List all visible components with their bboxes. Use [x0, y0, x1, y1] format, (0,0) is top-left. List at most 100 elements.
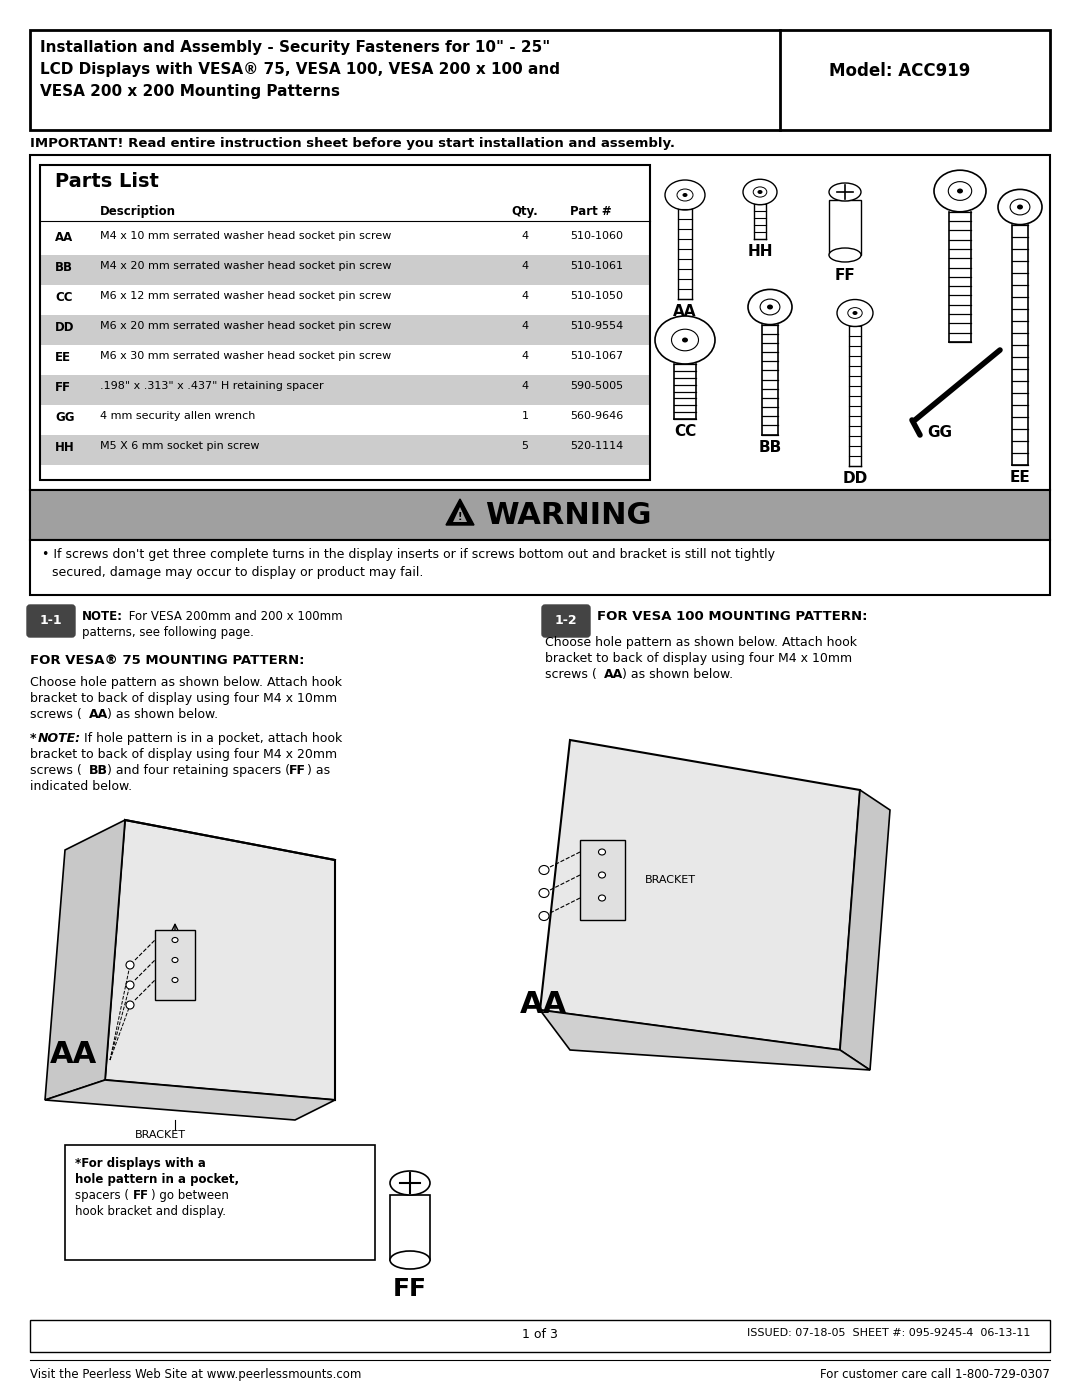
Text: GG: GG	[55, 411, 75, 425]
Text: FOR VESA® 75 MOUNTING PATTERN:: FOR VESA® 75 MOUNTING PATTERN:	[30, 654, 305, 666]
Text: bracket to back of display using four M4 x 10mm: bracket to back of display using four M4…	[545, 652, 852, 665]
Ellipse shape	[837, 299, 873, 327]
Text: M4 x 20 mm serrated washer head socket pin screw: M4 x 20 mm serrated washer head socket p…	[100, 261, 391, 271]
Text: GG: GG	[928, 425, 953, 440]
Text: M6 x 20 mm serrated washer head socket pin screw: M6 x 20 mm serrated washer head socket p…	[100, 321, 391, 331]
Ellipse shape	[829, 183, 861, 201]
Polygon shape	[45, 820, 125, 1099]
Ellipse shape	[665, 180, 705, 210]
Text: 4: 4	[522, 351, 528, 360]
Ellipse shape	[760, 299, 780, 314]
Ellipse shape	[957, 189, 963, 194]
Ellipse shape	[683, 193, 688, 197]
Text: spacers (: spacers (	[75, 1189, 129, 1201]
Text: ) as shown below.: ) as shown below.	[622, 668, 733, 680]
Text: patterns, see following page.: patterns, see following page.	[82, 626, 254, 638]
Text: 510-1050: 510-1050	[570, 291, 623, 300]
Text: M6 x 30 mm serrated washer head socket pin screw: M6 x 30 mm serrated washer head socket p…	[100, 351, 391, 360]
Ellipse shape	[1010, 200, 1030, 215]
Bar	[65, 1146, 375, 1260]
Ellipse shape	[998, 190, 1042, 225]
Text: Parts List: Parts List	[55, 172, 159, 191]
Text: FF: FF	[289, 764, 306, 777]
Text: IMPORTANT! Read entire instruction sheet before you start installation and assem: IMPORTANT! Read entire instruction sheet…	[30, 137, 675, 149]
Bar	[30, 1320, 1050, 1352]
Text: 4: 4	[522, 321, 528, 331]
Ellipse shape	[598, 872, 606, 877]
Text: secured, damage may occur to display or product may fail.: secured, damage may occur to display or …	[52, 566, 423, 578]
Text: 1: 1	[522, 411, 528, 420]
Ellipse shape	[539, 866, 549, 875]
Text: BRACKET: BRACKET	[135, 1130, 186, 1140]
Text: BB: BB	[89, 764, 108, 777]
Ellipse shape	[767, 305, 773, 310]
Text: AA: AA	[50, 1039, 97, 1069]
Ellipse shape	[753, 187, 767, 197]
Text: Choose hole pattern as shown below. Attach hook: Choose hole pattern as shown below. Atta…	[30, 676, 342, 689]
Polygon shape	[446, 499, 474, 525]
Text: 510-1067: 510-1067	[570, 351, 623, 360]
Text: HH: HH	[55, 441, 75, 454]
Text: CC: CC	[55, 291, 72, 305]
Ellipse shape	[748, 289, 792, 324]
Text: ISSUED: 07-18-05  SHEET #: 095-9245-4  06-13-11: ISSUED: 07-18-05 SHEET #: 095-9245-4 06-…	[746, 1329, 1030, 1338]
Text: 5: 5	[522, 441, 528, 451]
Text: Choose hole pattern as shown below. Attach hook: Choose hole pattern as shown below. Atta…	[545, 636, 858, 650]
FancyBboxPatch shape	[27, 605, 75, 637]
Text: 4: 4	[522, 291, 528, 300]
Ellipse shape	[948, 182, 972, 200]
Text: ) as shown below.: ) as shown below.	[107, 708, 218, 721]
Ellipse shape	[172, 957, 178, 963]
Text: 520-1114: 520-1114	[570, 441, 623, 451]
Text: 1-2: 1-2	[555, 615, 578, 627]
Text: For customer care call 1-800-729-0307: For customer care call 1-800-729-0307	[820, 1368, 1050, 1382]
Text: AA: AA	[519, 990, 567, 1018]
Polygon shape	[45, 1080, 335, 1120]
Text: screws (: screws (	[30, 708, 82, 721]
Text: 4: 4	[522, 381, 528, 391]
Ellipse shape	[598, 849, 606, 855]
Text: 4 mm security allen wrench: 4 mm security allen wrench	[100, 411, 255, 420]
Text: FF: FF	[133, 1189, 149, 1201]
Bar	[156, 930, 195, 1000]
Bar	[41, 374, 649, 405]
Polygon shape	[540, 740, 860, 1051]
Ellipse shape	[126, 961, 134, 970]
Ellipse shape	[677, 189, 693, 201]
Text: AA: AA	[89, 708, 108, 721]
Text: AA: AA	[673, 305, 697, 319]
Bar	[40, 165, 650, 481]
Text: VESA 200 x 200 Mounting Patterns: VESA 200 x 200 Mounting Patterns	[40, 84, 340, 99]
Text: !: !	[458, 511, 462, 522]
Bar	[30, 29, 1050, 130]
Text: BB: BB	[758, 440, 782, 454]
Bar	[41, 314, 649, 345]
Ellipse shape	[654, 316, 715, 365]
Text: bracket to back of display using four M4 x 10mm: bracket to back of display using four M4…	[30, 692, 337, 705]
Ellipse shape	[743, 179, 777, 205]
Text: AA: AA	[604, 668, 623, 680]
Text: WARNING: WARNING	[485, 500, 651, 529]
Text: indicated below.: indicated below.	[30, 780, 132, 793]
Bar	[390, 1194, 430, 1260]
Ellipse shape	[539, 911, 549, 921]
Text: • If screws don't get three complete turns in the display inserts or if screws b: • If screws don't get three complete tur…	[42, 548, 775, 562]
Text: *For displays with a: *For displays with a	[75, 1157, 206, 1171]
Text: 590-5005: 590-5005	[570, 381, 623, 391]
Text: Description: Description	[100, 205, 176, 218]
Text: BB: BB	[55, 261, 73, 274]
Ellipse shape	[757, 190, 762, 194]
Text: 510-1061: 510-1061	[570, 261, 623, 271]
Bar	[580, 840, 625, 921]
Text: M6 x 12 mm serrated washer head socket pin screw: M6 x 12 mm serrated washer head socket p…	[100, 291, 391, 300]
Text: For VESA 200mm and 200 x 100mm: For VESA 200mm and 200 x 100mm	[125, 610, 342, 623]
Polygon shape	[840, 789, 890, 1070]
Bar	[829, 200, 861, 256]
Text: NOTE:: NOTE:	[82, 610, 123, 623]
Text: screws (: screws (	[30, 764, 82, 777]
Ellipse shape	[390, 1171, 430, 1194]
Text: FF: FF	[393, 1277, 427, 1301]
Text: Model: ACC919: Model: ACC919	[829, 61, 971, 80]
Text: M4 x 10 mm serrated washer head socket pin screw: M4 x 10 mm serrated washer head socket p…	[100, 231, 391, 242]
Text: AA: AA	[55, 231, 73, 244]
